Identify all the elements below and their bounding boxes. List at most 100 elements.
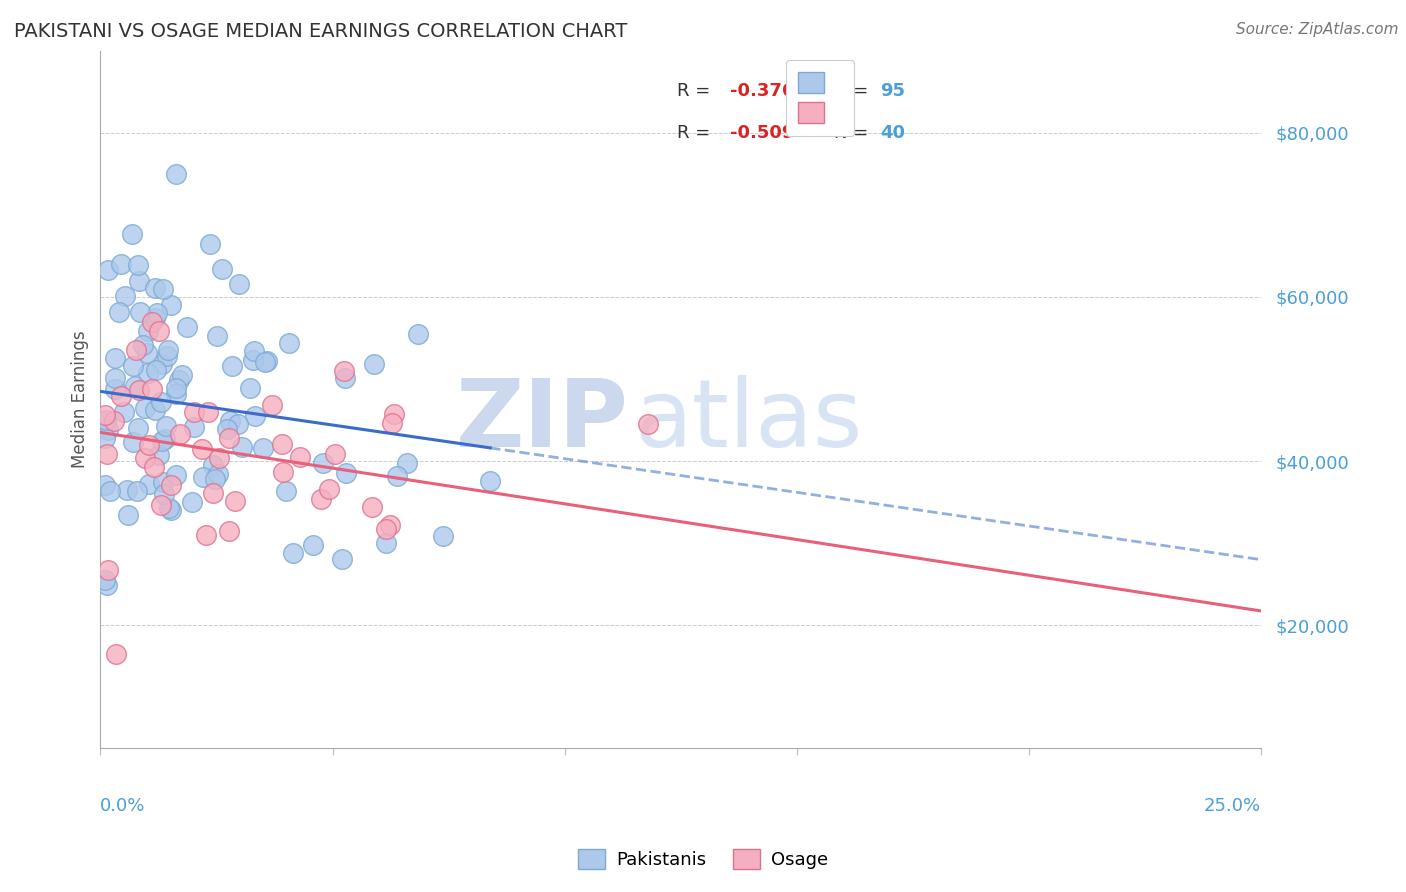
Point	[335, 371, 357, 385]
Point	[160, 503, 183, 517]
Text: -0.509: -0.509	[730, 124, 794, 142]
Point	[129, 305, 152, 319]
Point	[204, 472, 226, 486]
Y-axis label: Median Earnings: Median Earnings	[72, 331, 89, 468]
Point	[276, 483, 298, 498]
Text: 40: 40	[880, 124, 905, 142]
Legend: , : ,	[786, 60, 855, 136]
Point	[205, 329, 228, 343]
Point	[138, 438, 160, 452]
Point	[134, 450, 156, 465]
Point	[112, 405, 135, 419]
Point	[219, 414, 242, 428]
Text: R =: R =	[678, 82, 716, 100]
Point	[312, 456, 335, 470]
Point	[231, 440, 253, 454]
Point	[94, 408, 117, 422]
Point	[309, 492, 332, 507]
Point	[218, 524, 240, 538]
Point	[242, 353, 264, 368]
Point	[105, 647, 128, 661]
Point	[115, 483, 138, 498]
Point	[136, 367, 159, 381]
Point	[94, 413, 117, 427]
Point	[385, 468, 408, 483]
Point	[323, 447, 346, 461]
Point	[218, 431, 240, 445]
Point	[94, 477, 117, 491]
Point	[253, 355, 276, 369]
Legend: Pakistanis, Osage: Pakistanis, Osage	[569, 839, 837, 879]
Point	[122, 359, 145, 373]
Point	[128, 383, 150, 397]
Point	[143, 403, 166, 417]
Point	[202, 458, 225, 472]
Text: Source: ZipAtlas.com: Source: ZipAtlas.com	[1236, 22, 1399, 37]
Point	[169, 426, 191, 441]
Point	[127, 421, 149, 435]
Point	[183, 405, 205, 419]
Point	[157, 343, 180, 357]
Text: N =: N =	[834, 82, 875, 100]
Point	[103, 414, 125, 428]
Point	[153, 487, 176, 501]
Point	[228, 417, 250, 431]
Point	[153, 432, 176, 446]
Point	[243, 343, 266, 358]
Point	[94, 573, 117, 587]
Point	[104, 371, 127, 385]
Point	[195, 528, 218, 542]
Point	[207, 467, 229, 481]
Point	[165, 468, 187, 483]
Point	[134, 401, 156, 415]
Text: atlas: atlas	[634, 375, 863, 467]
Point	[108, 304, 131, 318]
Text: PAKISTANI VS OSAGE MEDIAN EARNINGS CORRELATION CHART: PAKISTANI VS OSAGE MEDIAN EARNINGS CORRE…	[14, 22, 627, 41]
Point	[132, 338, 155, 352]
Text: 0.0%: 0.0%	[100, 797, 146, 815]
Point	[97, 263, 120, 277]
Point	[378, 518, 401, 533]
Point	[382, 407, 405, 421]
Point	[290, 450, 312, 465]
Point	[141, 315, 163, 329]
Point	[141, 382, 163, 396]
Point	[155, 419, 177, 434]
Point	[228, 277, 250, 291]
Point	[252, 441, 274, 455]
Point	[150, 357, 173, 371]
Point	[110, 389, 132, 403]
Point	[98, 484, 121, 499]
Text: 95: 95	[880, 82, 905, 100]
Point	[143, 281, 166, 295]
Text: -0.376: -0.376	[730, 82, 794, 100]
Point	[97, 423, 120, 437]
Point	[208, 451, 231, 466]
Point	[160, 478, 183, 492]
Point	[202, 485, 225, 500]
Point	[302, 538, 325, 552]
Point	[170, 368, 193, 382]
Point	[142, 459, 165, 474]
Point	[165, 386, 187, 401]
Point	[143, 311, 166, 326]
Point	[333, 364, 356, 378]
Text: 25.0%: 25.0%	[1204, 797, 1261, 815]
Point	[181, 495, 204, 509]
Point	[124, 379, 146, 393]
Point	[152, 282, 174, 296]
Point	[191, 470, 214, 484]
Point	[165, 167, 187, 181]
Point	[104, 382, 127, 396]
Point	[145, 363, 167, 377]
Point	[150, 434, 173, 449]
Point	[361, 500, 384, 514]
Point	[96, 577, 118, 591]
Point	[169, 374, 191, 388]
Text: R =: R =	[678, 124, 716, 142]
Point	[183, 420, 205, 434]
Point	[117, 508, 139, 522]
Point	[135, 346, 157, 360]
Point	[97, 564, 120, 578]
Point	[221, 359, 243, 374]
